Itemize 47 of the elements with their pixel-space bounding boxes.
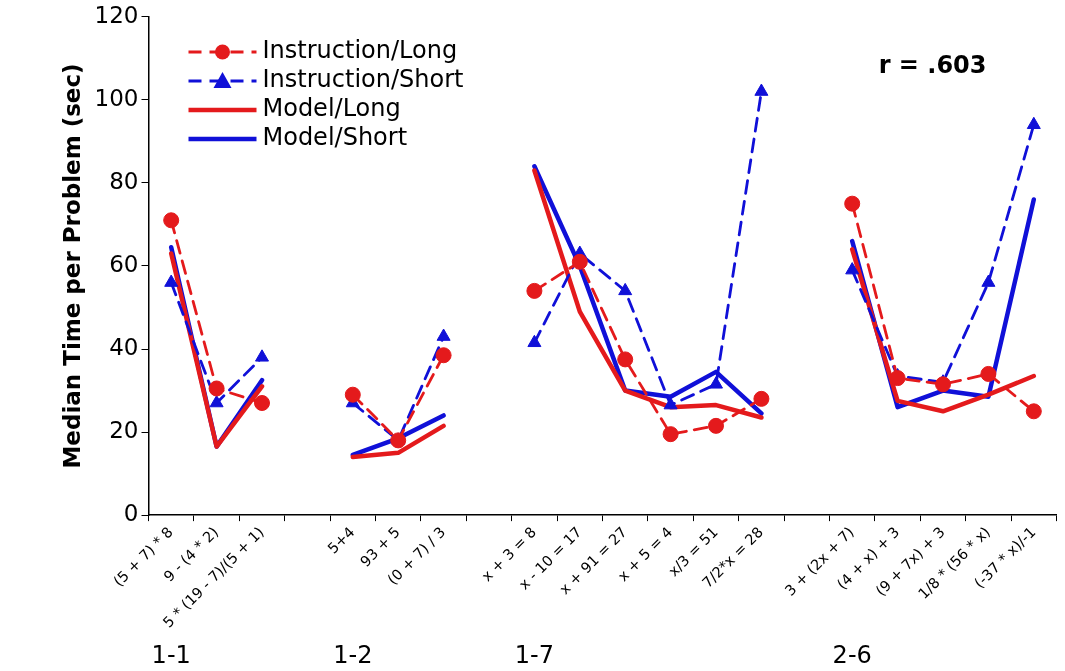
y-tick-label: 100 (94, 84, 139, 111)
point (390, 432, 407, 449)
text: 1-1 (151, 641, 191, 670)
point (980, 365, 997, 382)
y-tick-label: 0 (123, 500, 139, 527)
legend-label: Instruction/Short (262, 65, 464, 94)
point (708, 417, 724, 434)
point (571, 253, 588, 270)
point (209, 395, 224, 408)
point (889, 370, 906, 387)
point (663, 397, 678, 410)
point (981, 274, 996, 287)
point (1026, 116, 1041, 130)
point (255, 349, 269, 362)
point (344, 386, 361, 403)
point (753, 390, 770, 407)
point (435, 347, 452, 364)
legend-label: Instruction/Long (262, 36, 458, 65)
point (754, 83, 769, 96)
y-tick-label: 60 (109, 250, 139, 277)
point (935, 376, 951, 393)
point (436, 328, 451, 341)
point (662, 426, 679, 443)
y-axis-title: Median Time per Problem (sec) (58, 63, 85, 469)
text: 1-7 (514, 641, 554, 670)
annotation: r = .603 (878, 51, 987, 80)
point (527, 334, 542, 348)
point (526, 282, 543, 299)
point (208, 380, 225, 397)
text: 2-6 (832, 641, 872, 670)
point (844, 195, 861, 212)
point (709, 376, 723, 389)
y-tick-label: 40 (109, 333, 139, 360)
point (164, 274, 179, 287)
text: 1-2 (333, 641, 373, 670)
legend-label: Model/Long (262, 94, 401, 123)
point (163, 212, 180, 229)
point (254, 395, 270, 412)
point (617, 351, 634, 368)
point (618, 282, 633, 296)
x-tick-label: 93 + 5 (356, 523, 403, 570)
legend-label: Model/Short (262, 123, 408, 152)
y-tick-label: 20 (109, 417, 139, 444)
point (1025, 403, 1042, 420)
y-tick-label: 120 (94, 1, 139, 28)
y-tick-label: 80 (109, 167, 139, 194)
point (845, 262, 860, 275)
